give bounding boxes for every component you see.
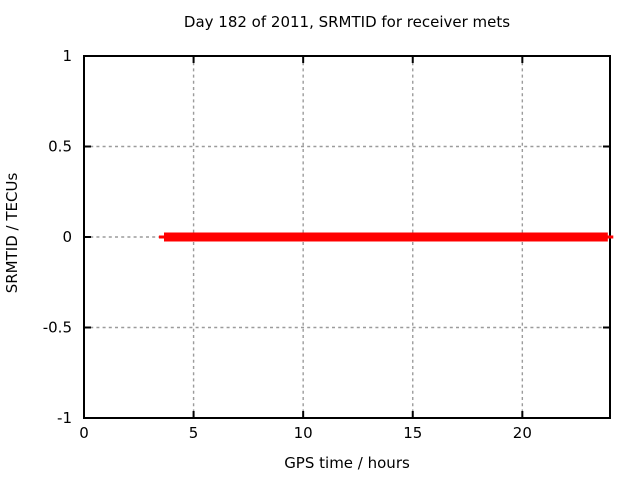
- y-tick-label: 1: [62, 47, 72, 65]
- x-tick-label: 20: [513, 424, 532, 442]
- y-axis-label: SRMTID / TECUs: [3, 172, 21, 294]
- y-tick-label: 0: [62, 228, 72, 246]
- x-tick-label: 10: [294, 424, 313, 442]
- x-tick-label: 0: [79, 424, 89, 442]
- x-tick-label: 15: [403, 424, 422, 442]
- y-tick-label: -1: [57, 409, 72, 427]
- chart-title: Day 182 of 2011, SRMTID for receiver met…: [183, 13, 511, 31]
- y-tick-label: 0.5: [48, 138, 72, 156]
- x-tick-label: 5: [189, 424, 199, 442]
- y-tick-label: -0.5: [43, 319, 72, 337]
- x-axis-label: GPS time / hours: [284, 454, 410, 472]
